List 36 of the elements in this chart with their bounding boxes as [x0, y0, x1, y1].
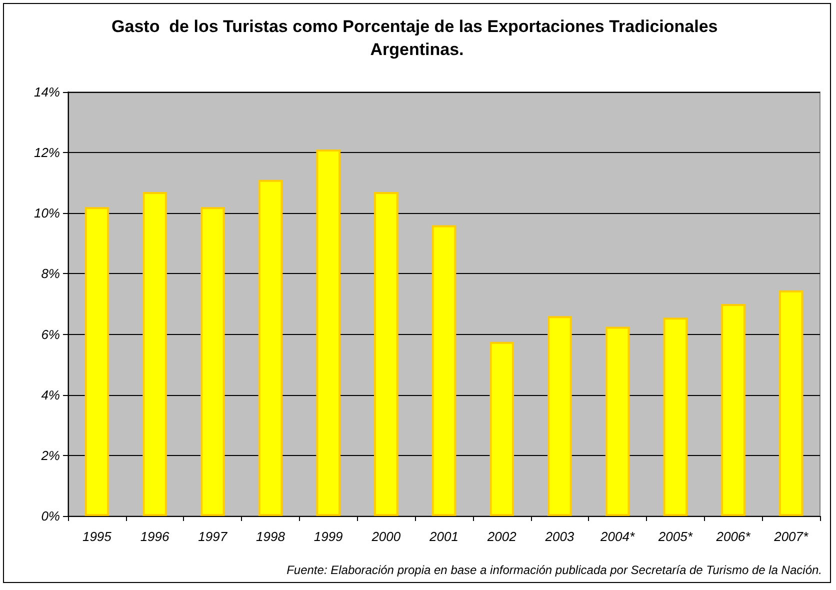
y-tick-label: 2% [40, 448, 60, 463]
bar [374, 192, 398, 516]
y-tick-label: 0% [41, 508, 60, 524]
bar [490, 342, 514, 516]
bar [142, 192, 167, 516]
y-tick-label: 4% [41, 387, 60, 402]
x-tick-label: 2005* [657, 529, 694, 544]
bar [663, 318, 688, 516]
bar [432, 225, 456, 516]
bar [605, 326, 630, 516]
x-tick-label: 1999 [314, 529, 343, 544]
x-tick-label: 2000 [370, 529, 402, 544]
x-tick-label: 1998 [256, 529, 286, 544]
bar [316, 150, 340, 516]
y-tick-label: 6% [41, 326, 60, 342]
x-tick-label: 2001 [428, 529, 458, 544]
source-note: Fuente: Elaboración propia en base a información publicada por Secretaría de Turismo de la Nación. [286, 563, 822, 577]
x-tick-label: 2002 [486, 529, 518, 544]
bar [84, 207, 110, 516]
bar [778, 290, 804, 516]
x-tick-label: 2007* [773, 529, 810, 544]
x-tick-label: 1997 [198, 529, 228, 544]
x-tick-label: 1995 [82, 529, 112, 544]
y-tick-label: 12% [34, 145, 60, 160]
x-tick-label: 1996 [140, 529, 170, 544]
x-tick-label: 2003 [544, 529, 575, 544]
chart-title: Gasto de los Turistas como Porcentaje de las Exportaciones Tradicionales Argentinas. [112, 17, 722, 59]
y-tick-label: 14% [34, 84, 60, 100]
x-tick-label: 2004* [600, 529, 636, 544]
y-tick-label: 8% [41, 266, 60, 282]
y-tick-label: 10% [34, 206, 60, 221]
bar [258, 180, 283, 516]
bar [548, 316, 572, 516]
bar [200, 207, 225, 516]
bar [721, 304, 746, 516]
x-tick-label: 2006* [715, 529, 752, 544]
